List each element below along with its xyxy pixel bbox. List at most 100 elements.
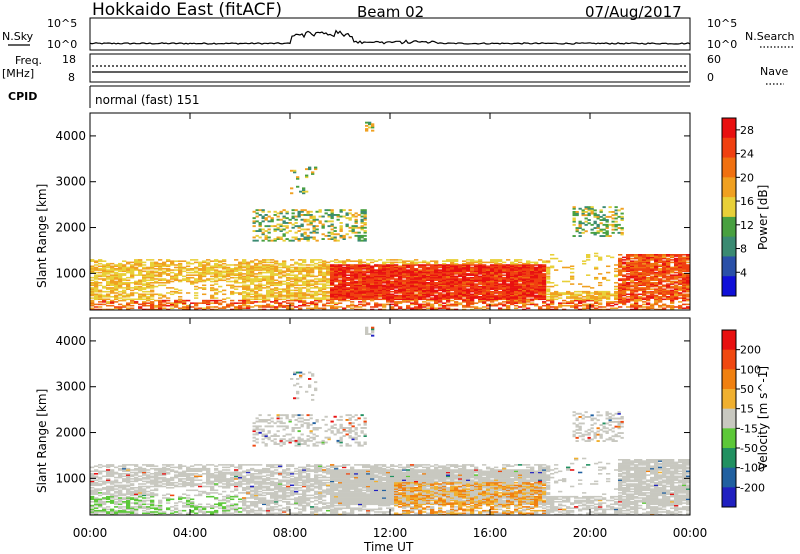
echo-cell — [362, 303, 367, 306]
echo-cell — [646, 308, 651, 311]
echo-cell — [334, 287, 339, 289]
echo-cell — [622, 265, 627, 268]
echo-cell — [310, 301, 315, 303]
echo-cell — [538, 273, 543, 275]
echo-cell — [670, 296, 675, 298]
echo-cell — [250, 260, 255, 262]
echo-cell — [662, 268, 667, 270]
echo-cell — [250, 275, 255, 278]
echo-cell — [162, 273, 167, 275]
echo-cell — [538, 290, 543, 293]
echo-cell — [154, 271, 159, 274]
echo-cell — [490, 273, 495, 275]
echo-cell — [336, 233, 340, 236]
echo-cell — [102, 264, 107, 266]
echo-cell — [638, 279, 643, 282]
echo-cell — [514, 264, 519, 266]
echo-cell — [450, 271, 455, 274]
echo-cell — [146, 308, 151, 311]
echo-cell — [246, 271, 251, 274]
echo-cell — [322, 273, 327, 275]
echo-cell — [334, 298, 339, 301]
echo-cell — [134, 509, 139, 512]
echo-cell — [138, 495, 143, 498]
echo-cell — [338, 283, 343, 285]
echo-cell — [94, 271, 99, 274]
echo-cell — [634, 307, 639, 310]
echo-cell — [378, 290, 383, 293]
echo-cell — [630, 288, 635, 290]
echo-cell — [94, 269, 99, 271]
echo-cell — [106, 280, 111, 283]
echo-cell — [366, 265, 371, 268]
echo-cell — [350, 270, 355, 273]
echo-cell — [226, 266, 231, 269]
echo-cell — [414, 262, 419, 265]
echo-cell — [350, 293, 355, 296]
echo-cell — [386, 268, 391, 270]
echo-cell — [110, 304, 115, 307]
echo-cell — [258, 225, 262, 228]
echo-cell — [130, 287, 135, 289]
echo-cell — [348, 226, 352, 229]
echo-cell — [342, 287, 347, 289]
echo-cell — [430, 297, 435, 299]
echo-cell — [470, 294, 475, 297]
echo-cell — [530, 278, 535, 280]
echo-cell — [210, 284, 215, 287]
echo-cell — [286, 265, 291, 268]
echo-cell — [296, 185, 300, 188]
echo-cell — [138, 280, 143, 283]
echo-cell — [682, 273, 687, 275]
echo-cell — [278, 298, 283, 301]
echo-cell — [342, 296, 347, 298]
echo-cell — [338, 297, 343, 299]
echo-cell — [138, 492, 143, 494]
echo-cell — [466, 276, 471, 279]
echo-cell — [418, 266, 423, 269]
echo-cell — [593, 231, 597, 234]
echo-cell — [273, 214, 277, 216]
echo-cell — [130, 492, 135, 494]
echo-cell — [646, 268, 651, 270]
echo-cell — [593, 220, 597, 223]
echo-cell — [534, 284, 539, 287]
echo-cell — [498, 266, 503, 269]
echo-cell — [586, 306, 591, 308]
echo-cell — [614, 285, 619, 288]
echo-cell — [142, 264, 147, 266]
echo-cell — [414, 293, 419, 296]
echo-cell — [150, 301, 155, 303]
echo-cell — [382, 274, 387, 276]
echo-cell — [454, 293, 459, 296]
echo-cell — [646, 276, 651, 279]
echo-cell — [442, 265, 447, 268]
echo-cell — [122, 298, 127, 301]
echo-cell — [378, 294, 383, 297]
echo-cell — [502, 283, 507, 285]
echo-cell — [126, 296, 131, 298]
echo-cell — [242, 276, 247, 279]
echo-cell — [210, 302, 215, 304]
echo-cell — [154, 262, 159, 265]
echo-cell — [462, 287, 467, 289]
echo-cell — [138, 264, 143, 266]
echo-cell — [682, 269, 687, 271]
echo-cell — [346, 266, 351, 269]
echo-cell — [106, 269, 111, 271]
echo-cell — [94, 278, 99, 280]
echo-cell — [406, 274, 411, 276]
y-tick-label: 4000 — [55, 129, 86, 143]
echo-cell — [550, 294, 555, 297]
echo-cell — [458, 282, 463, 284]
echo-cell — [458, 287, 463, 289]
echo-cell — [142, 302, 147, 304]
echo-cell — [194, 294, 199, 297]
echo-cell — [678, 306, 683, 308]
echo-cell — [374, 289, 379, 292]
echo-cell — [486, 288, 491, 290]
echo-cell — [486, 273, 491, 275]
echo-cell — [450, 284, 455, 287]
echo-cell — [470, 266, 475, 269]
echo-cell — [130, 298, 135, 301]
